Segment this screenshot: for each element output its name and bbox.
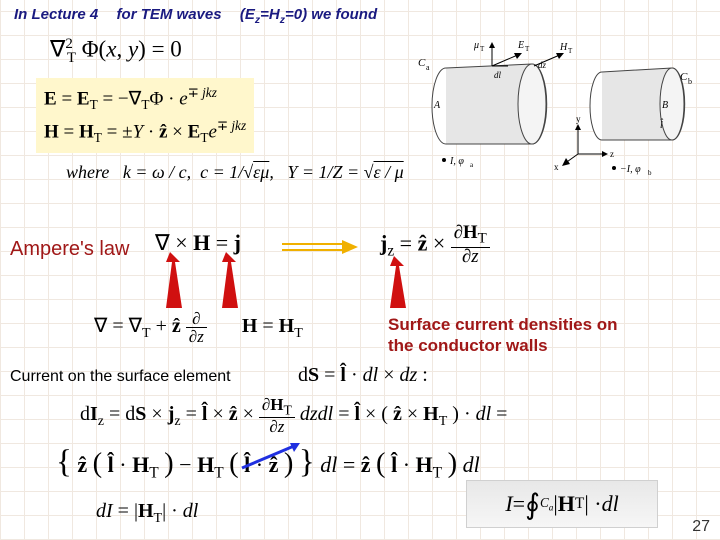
implies-arrow-icon [282,240,358,254]
svg-text:C: C [680,71,688,83]
current-element-label: Current on the surface element [10,368,231,386]
eq-i-integral: I = ∮Ca |HT| · dl [466,480,658,528]
eq-where: where k = ω / c, c = 1/√εμ, Y = 1/Z = √ε… [66,162,404,183]
title-p2: for TEM waves [117,6,222,23]
svg-text:A: A [433,100,441,111]
title-p4: =H [260,6,280,23]
svg-text:T: T [525,45,530,53]
eq-H: H = HT = ±Y · ẑ × ETe∓ jkz [44,115,246,148]
eq-laplace: ∇2T Φ(x, y) = 0 [50,36,182,67]
svg-text:T: T [568,47,573,55]
svg-text:μ: μ [473,40,479,51]
red-arrow-2-icon [208,252,248,308]
surface-l1: Surface current densities on [388,314,618,335]
eq-bottom: { ẑ ( l̂ · HT ) − HT ( l̂ · ẑ ) } dl = ẑ… [56,444,616,482]
svg-text:z: z [610,149,614,159]
svg-text:I, φ: I, φ [449,156,464,167]
amperes-text: Ampere's law [10,238,129,260]
current-element-text: Current on the surface element [10,368,231,385]
title-p5: =0) we found [285,6,377,23]
eq-di: dIz = dS × jz = l̂ × ẑ × ∂HT∂z dzdl = l̂… [80,396,507,435]
svg-text:b: b [688,77,692,86]
blue-arrow-icon [236,440,306,474]
eq-di-mag: dI = |HT| · dl [96,500,198,527]
svg-text:T: T [480,45,485,53]
svg-text:B: B [662,100,668,111]
title-p1: In Lecture 4 [14,6,98,23]
page-number: 27 [692,518,710,536]
svg-text:−I, φ: −I, φ [620,164,641,175]
svg-text:dz: dz [538,60,547,70]
title-p3: (E [240,6,255,23]
svg-text:x: x [554,162,559,172]
eq-EH-box: E = ET = −∇TΦ · e∓ jkz H = HT = ±Y · ẑ ×… [36,78,254,153]
red-arrow-1-icon [152,252,192,308]
svg-text:C: C [418,57,426,69]
svg-text:a: a [470,161,474,169]
svg-text:b: b [648,169,652,177]
svg-text:y: y [576,114,581,124]
slide-title: In Lecture 4 for TEM waves (Ez=Hz=0) we … [14,6,377,26]
eq-nabla-expand: ∇ = ∇T + ẑ ∂∂z H = HT [94,310,303,345]
svg-text:H: H [559,42,568,53]
svg-text:E: E [517,40,524,51]
eq-ds: dS = l̂ · dl × dz : [298,364,428,387]
amperes-law-label: Ampere's law [10,238,129,261]
svg-text:a: a [426,63,430,72]
surface-current-label: Surface current densities on the conduct… [388,314,618,357]
surface-l2: the conductor walls [388,335,618,356]
red-arrow-3-icon [376,256,416,308]
conductor-diagram: Ca Cb μT ET HT dz dl l̂ A B y z x I, φa … [400,36,700,186]
eq-E: E = ET = −∇TΦ · e∓ jkz [44,82,246,115]
svg-text:dl: dl [494,70,502,80]
